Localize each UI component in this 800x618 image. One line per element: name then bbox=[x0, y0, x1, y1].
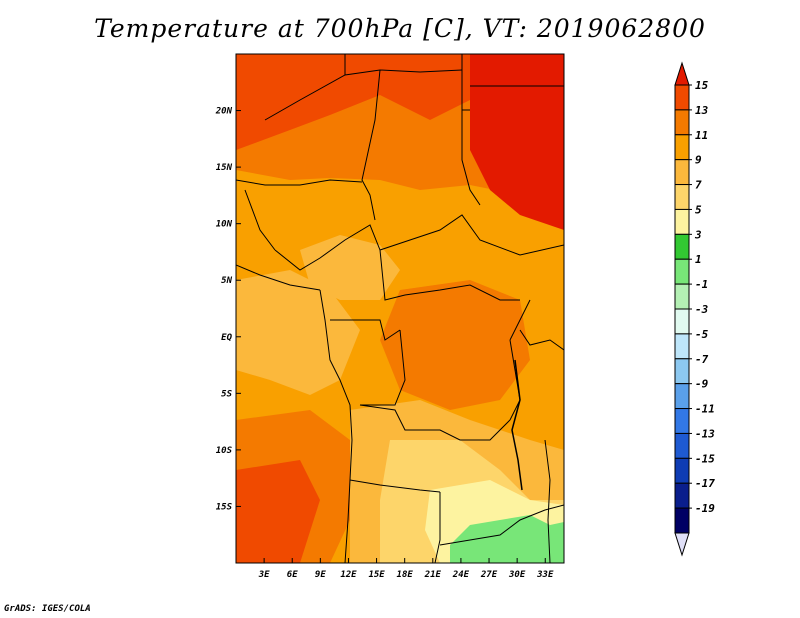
y-tick-label: 5S bbox=[221, 389, 232, 399]
x-axis: 3E 6E 9E 12E 15E 18E 21E 24E 27E 30E 33E bbox=[258, 558, 554, 580]
temperature-field bbox=[236, 54, 564, 563]
border-angola-namibia bbox=[349, 479, 441, 493]
colorbar-label: -19 bbox=[695, 502, 715, 515]
colorbar-box bbox=[674, 233, 690, 260]
y-tick-label: EQ bbox=[221, 333, 232, 343]
colorbar-box bbox=[674, 258, 690, 285]
grads-credit: GrADS: IGES/COLA bbox=[4, 604, 91, 614]
colorbar-box bbox=[674, 358, 690, 385]
y-tick-label: 15S bbox=[216, 502, 233, 512]
colorbar-label: -1 bbox=[695, 278, 708, 291]
colorbar-box bbox=[674, 432, 690, 459]
colorbar-box bbox=[674, 84, 690, 111]
colorbar-label: 9 bbox=[695, 154, 702, 167]
colorbar-label: 13 bbox=[695, 104, 709, 117]
border-nigeria-cameroon bbox=[274, 224, 381, 271]
map-title: Temperature at 700hPa [C], VT: 201906280… bbox=[94, 14, 706, 43]
y-axis: 20N 15N 10N 5N EQ 5S 10S 15S bbox=[215, 107, 241, 512]
x-tick-label: 18E bbox=[397, 570, 414, 580]
border-north-1 bbox=[264, 69, 463, 121]
field-band-15-northeast bbox=[470, 54, 564, 230]
colorbar-box bbox=[674, 283, 690, 310]
border-sahel bbox=[236, 179, 363, 186]
colorbar-box bbox=[674, 134, 690, 161]
country-borders bbox=[236, 54, 564, 563]
border-lakes bbox=[509, 299, 531, 341]
coast-gulf-guinea bbox=[236, 264, 321, 291]
colorbar-box bbox=[674, 457, 690, 484]
x-tick-label: 15E bbox=[368, 570, 385, 580]
colorbar-box bbox=[674, 184, 690, 210]
colorbar-label: -5 bbox=[695, 328, 709, 341]
coast-west-africa bbox=[319, 289, 353, 563]
colorbar-label: 11 bbox=[695, 129, 708, 142]
border-gabon-congo bbox=[330, 319, 401, 341]
y-tick-label: 10S bbox=[216, 446, 233, 456]
colorbar-box bbox=[674, 383, 690, 410]
colorbar-label: -15 bbox=[695, 452, 715, 465]
x-tick-label: 6E bbox=[287, 570, 298, 580]
border-west-1 bbox=[244, 189, 276, 251]
colorbar-box bbox=[674, 109, 690, 136]
field-band-13-southwest bbox=[236, 460, 320, 563]
x-tick-label: 9E bbox=[315, 570, 326, 580]
y-tick-label: 15N bbox=[216, 163, 233, 173]
y-tick-label: 20N bbox=[215, 107, 233, 117]
plot-frame bbox=[235, 53, 565, 564]
field-band-7-9-central bbox=[300, 235, 400, 300]
border-car-drc bbox=[379, 249, 520, 301]
colorbar-label: 1 bbox=[695, 253, 702, 266]
colorbar-box bbox=[674, 507, 690, 534]
colorbar-label: 7 bbox=[695, 179, 702, 192]
border-kenya-uganda bbox=[519, 329, 564, 351]
y-tick-label: 10N bbox=[216, 220, 233, 230]
colorbar: 15 13 11 9 7 5 3 1 -1 -3 -5 -7 -9 -11 -13 -15 -17 -19 bbox=[674, 61, 715, 557]
colorbar-label: -17 bbox=[695, 477, 715, 490]
colorbar-label: 5 bbox=[695, 203, 702, 216]
x-tick-label: 21E bbox=[424, 570, 442, 580]
field-band-1-3-southeast bbox=[450, 515, 564, 563]
colorbar-box bbox=[674, 308, 690, 335]
colorbar-box bbox=[674, 333, 690, 360]
colorbar-bottom-arrow bbox=[674, 532, 690, 557]
border-mozambique bbox=[544, 439, 551, 563]
x-tick-label: 27E bbox=[480, 570, 498, 580]
x-tick-label: 12E bbox=[340, 570, 357, 580]
x-tick-label: 3E bbox=[258, 570, 270, 580]
border-namibia-botswana bbox=[434, 492, 441, 563]
colorbar-label: -11 bbox=[695, 403, 715, 416]
border-libya-sudan bbox=[461, 110, 481, 206]
lake-tanganyika bbox=[511, 359, 523, 491]
colorbar-top-arrow bbox=[674, 61, 690, 86]
colorbar-label: -9 bbox=[695, 378, 709, 391]
x-tick-label: 24E bbox=[452, 570, 470, 580]
colorbar-label: -7 bbox=[695, 353, 709, 366]
colorbar-label: 3 bbox=[694, 228, 702, 241]
colorbar-box bbox=[674, 408, 690, 434]
border-car-sudan bbox=[379, 214, 564, 256]
colorbar-label: -13 bbox=[695, 427, 715, 440]
x-tick-label: 30E bbox=[508, 570, 526, 580]
colorbar-label: -3 bbox=[695, 303, 709, 316]
y-tick-label: 5N bbox=[221, 276, 232, 286]
field-band-11-13-central bbox=[380, 280, 530, 410]
field-band-7-9-west bbox=[236, 270, 360, 395]
colorbar-box bbox=[674, 159, 690, 186]
colorbar-box bbox=[674, 208, 690, 235]
colorbar-box bbox=[674, 482, 690, 509]
border-niger-chad bbox=[361, 69, 381, 221]
colorbar-label: 15 bbox=[695, 79, 709, 92]
border-congo-drc bbox=[360, 329, 406, 406]
x-tick-label: 33E bbox=[536, 570, 554, 580]
